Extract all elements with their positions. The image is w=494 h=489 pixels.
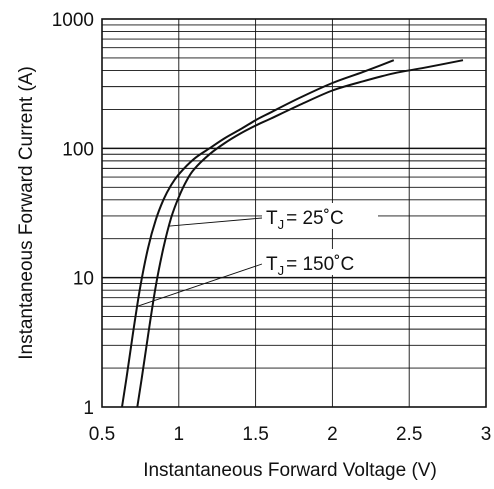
x-tick-label: 0.5 [89,424,115,445]
series-25c-label-bg [262,203,378,229]
series-150c-leader-line [137,263,263,307]
series-150c-label-bg [262,249,366,275]
x-tick-labels: 0.5 1 1.5 2 2.5 3 [89,424,492,445]
y-tick-label: 100 [62,139,94,160]
series-150c-label: TJ = 150˚C [266,254,354,278]
x-tick-label: 2.5 [396,424,422,445]
x-tick-label: 3 [481,424,492,445]
series-layer [121,59,464,408]
series-150c-line [121,59,395,408]
series-25c-label: TJ = 25˚C [266,208,344,232]
x-tick-label: 1 [174,424,185,445]
x-tick-label: 2 [327,424,338,445]
y-tick-label: 1 [83,398,94,419]
x-axis-title: Instantaneous Forward Voltage (V) [143,460,437,481]
series-25c-leader-line [168,217,263,227]
plot-frame [101,18,487,408]
y-tick-label: 10 [73,269,94,290]
x-tick-label: 1.5 [242,424,268,445]
series-25c-line [136,59,464,408]
grid-lines [102,19,486,407]
y-tick-labels: 1 10 100 1000 [52,10,94,419]
y-tick-label: 1000 [52,10,94,31]
y-axis-title: Instantaneous Forward Current (A) [16,66,37,360]
